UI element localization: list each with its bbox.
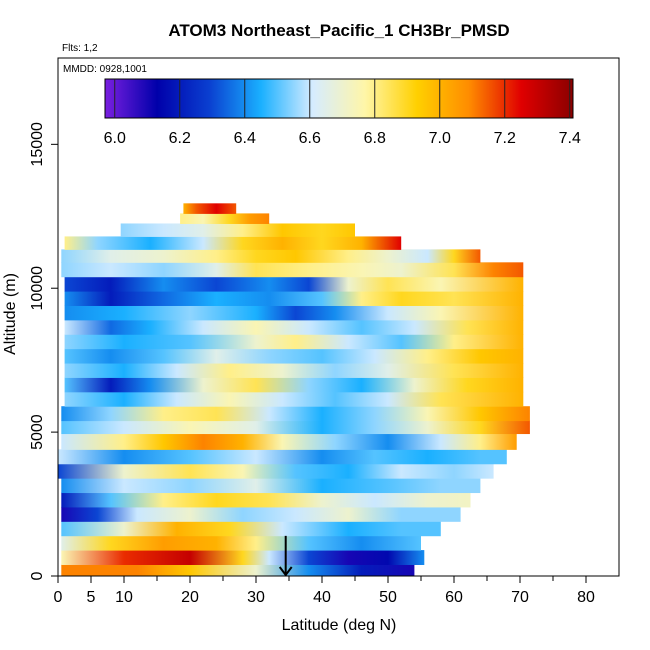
colorbar-tick-label: 7.2: [494, 130, 516, 147]
x-tick-label: 40: [313, 589, 331, 606]
mmdd-note: MMDD: 0928,1001: [63, 64, 147, 75]
heatmap-band: [61, 406, 530, 422]
y-axis: 0 5000 10000 15000: [29, 122, 58, 580]
x-tick-label: 20: [181, 589, 199, 606]
y-tick-label: 5000: [29, 414, 46, 450]
flights-note: Flts: 1,2: [62, 43, 98, 54]
heatmap-band: [64, 236, 402, 250]
heatmap-band: [64, 319, 524, 335]
colorbar-tick-label: 6.6: [299, 130, 321, 147]
marker-arrowhead: [278, 566, 293, 577]
heatmap-band: [61, 535, 422, 551]
colorbar-tick-label: 6.4: [234, 130, 256, 147]
heatmap-band: [61, 249, 481, 263]
heatmap-band: [61, 564, 415, 577]
heatmap-band: [58, 463, 494, 479]
heatmap-band: [61, 478, 481, 494]
y-tick-label: 15000: [29, 122, 46, 167]
colorbar-tick-label: 7.4: [559, 130, 581, 147]
x-tick-label: 10: [115, 589, 133, 606]
heatmap-band: [58, 449, 507, 465]
heatmap-band: [64, 305, 524, 321]
heatmap-layer: [58, 203, 530, 577]
heatmap-band: [64, 377, 524, 393]
heatmap-band: [61, 433, 517, 450]
x-tick-label: 30: [247, 589, 265, 606]
colorbar-tick-label: 6.2: [169, 130, 191, 147]
x-tick-label: 80: [577, 589, 595, 606]
heatmap-band: [180, 213, 270, 224]
y-tick-label: 0: [29, 571, 46, 580]
y-tick-label: 10000: [29, 266, 46, 311]
heatmap-band: [64, 391, 524, 407]
heatmap-band: [64, 276, 524, 292]
heatmap-band: [64, 348, 524, 364]
heatmap-band: [64, 334, 524, 350]
latitude-marker-arrow: [278, 535, 293, 577]
heatmap-band: [61, 506, 461, 522]
heatmap-band: [183, 203, 237, 214]
heatmap-band: [64, 363, 524, 378]
colorbar-tick-label: 7.0: [429, 130, 451, 147]
heatmap-band: [61, 550, 425, 565]
heatmap-band: [61, 420, 530, 435]
y-axis-label: Altitude (m): [2, 273, 19, 355]
colorbar-tick-label: 6.0: [104, 130, 126, 147]
heatmap-band: [61, 492, 471, 508]
x-tick-label: 60: [445, 589, 463, 606]
colorbar: 6.0 6.2 6.4 6.6 6.8 7.0 7.2 7.4: [104, 78, 581, 147]
heatmap-band: [64, 291, 524, 306]
x-tick-label: 0: [54, 589, 63, 606]
heatmap-band: [61, 521, 441, 537]
heatmap-band: [120, 223, 355, 237]
chart-title: ATOM3 Northeast_Pacific_1 CH3Br_PMSD: [168, 21, 509, 40]
x-tick-label: 5: [87, 589, 96, 606]
plot-frame: [57, 57, 620, 577]
heatmap-band: [61, 262, 524, 278]
x-tick-label: 70: [511, 589, 529, 606]
x-axis-label: Latitude (deg N): [282, 617, 397, 634]
colorbar-tick-label: 6.8: [364, 130, 386, 147]
colorbar-gradient: [104, 78, 574, 119]
x-tick-label: 50: [379, 589, 397, 606]
x-axis: 0 5 10 20 30 40 50 60 70 80: [54, 576, 595, 606]
